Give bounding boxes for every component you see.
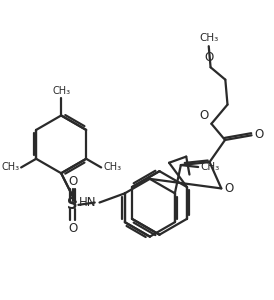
Text: CH₃: CH₃ — [200, 162, 219, 172]
Text: CH₃: CH₃ — [199, 33, 218, 43]
Text: CH₃: CH₃ — [103, 162, 121, 172]
Text: O: O — [255, 128, 264, 141]
Text: O: O — [224, 182, 233, 195]
Text: O: O — [68, 222, 77, 235]
Text: CH₃: CH₃ — [52, 86, 70, 96]
Text: O: O — [68, 175, 77, 188]
Text: CH₃: CH₃ — [1, 162, 19, 172]
Text: O: O — [204, 51, 213, 64]
Text: O: O — [199, 109, 209, 122]
Text: S: S — [67, 197, 78, 212]
Text: HN: HN — [79, 196, 97, 209]
